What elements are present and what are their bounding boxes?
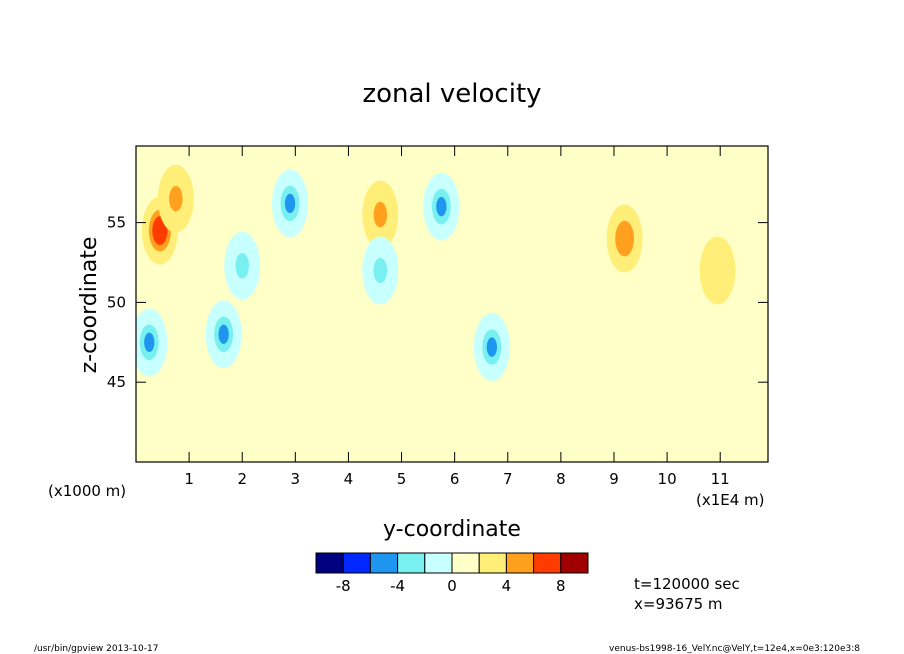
contour-feature-6-level-2 xyxy=(373,201,388,228)
footer-left: /usr/bin/gpview 2013-10-17 xyxy=(34,644,158,654)
contour-feature-5-level-3 xyxy=(284,193,296,214)
x-scale-note: (x1E4 m) xyxy=(696,491,765,509)
colorbar-swatch-6 xyxy=(478,552,507,574)
x-tick-label-4: 4 xyxy=(344,470,354,488)
contour-feature-1-level-2 xyxy=(169,185,183,212)
y-tick-label-50: 50 xyxy=(107,293,126,311)
contour-feature-2-level-3 xyxy=(144,332,155,352)
colorbar-tick-label: 0 xyxy=(447,577,457,595)
x-tick-label-11: 11 xyxy=(711,470,730,488)
colorbar-swatch-0 xyxy=(315,552,344,574)
y-axis-label: z-coordinate xyxy=(77,237,102,374)
contour-feature-8-level-3 xyxy=(436,196,447,217)
colorbar-tick-label: 8 xyxy=(556,577,566,595)
x-tick-label-1: 1 xyxy=(184,470,194,488)
contour-feature-9-level-3 xyxy=(486,337,497,357)
y-axis: 45 50 55 xyxy=(107,214,768,391)
contour-feature-11-level-2 xyxy=(710,257,725,284)
colorbar-tick-label: -4 xyxy=(390,577,405,595)
contour-feature-10-level-3 xyxy=(619,228,630,249)
colorbar: -8 -4 0 4 8 xyxy=(315,552,589,595)
colorbar-swatch-1 xyxy=(342,552,371,574)
colorbar-tick-label: -8 xyxy=(336,577,351,595)
contour-feature-0-level-4 xyxy=(155,222,165,239)
time-annotation: t=120000 sec xyxy=(634,575,740,593)
contour-feature-7-level-2 xyxy=(373,257,388,284)
colorbar-swatch-9 xyxy=(560,552,589,574)
colorbar-swatch-8 xyxy=(533,552,562,574)
x-axis-label: y-coordinate xyxy=(383,517,521,542)
chart-title: zonal velocity xyxy=(362,79,541,109)
x-tick-label-8: 8 xyxy=(556,470,566,488)
colorbar-swatch-3 xyxy=(397,552,426,574)
x-tick-label-10: 10 xyxy=(658,470,677,488)
colorbar-swatch-5 xyxy=(451,552,480,574)
contour-feature-3-level-3 xyxy=(218,324,229,345)
colorbar-swatch-7 xyxy=(505,552,535,574)
y-scale-note: (x1000 m) xyxy=(48,482,126,500)
x-axis: 1 2 3 4 5 6 7 8 9 10 11 xyxy=(184,146,730,488)
x-tick-label-9: 9 xyxy=(609,470,619,488)
x-tick-label-7: 7 xyxy=(503,470,513,488)
contour-field xyxy=(136,146,768,462)
contour-feature-4-level-2 xyxy=(235,252,249,279)
colorbar-swatch-2 xyxy=(369,552,399,574)
x-tick-label-2: 2 xyxy=(237,470,247,488)
x-tick-label-6: 6 xyxy=(450,470,460,488)
y-tick-label-55: 55 xyxy=(107,214,126,232)
x-tick-label-3: 3 xyxy=(291,470,301,488)
plot-frame xyxy=(135,145,769,463)
colorbar-swatch-4 xyxy=(424,552,453,574)
x-tick-label-5: 5 xyxy=(397,470,407,488)
colorbar-tick-label: 4 xyxy=(502,577,512,595)
y-tick-label-45: 45 xyxy=(107,373,126,391)
position-annotation: x=93675 m xyxy=(634,595,723,613)
footer-right: venus-bs1998-16_VelY.nc@VelY,t=12e4,x=0e… xyxy=(609,644,860,654)
